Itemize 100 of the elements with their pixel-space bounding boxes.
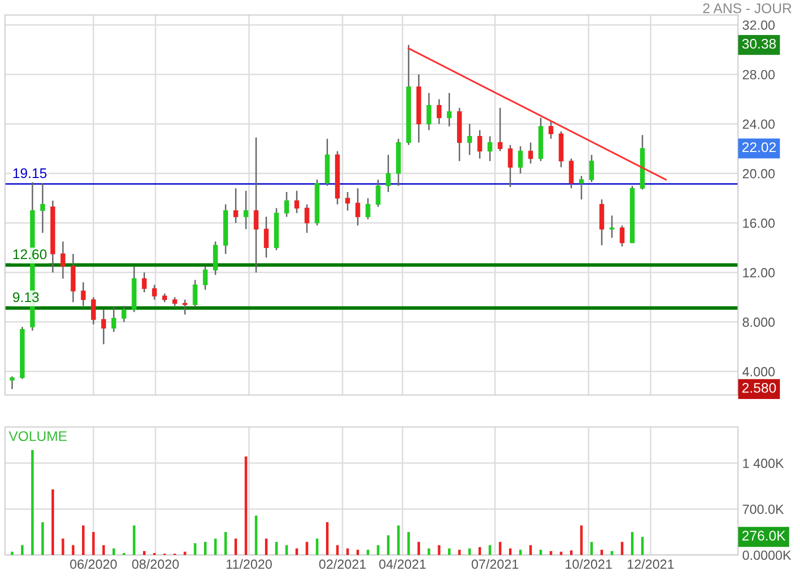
y-tick-label: 700.0K (742, 504, 784, 514)
bar (92, 532, 95, 555)
bar (366, 550, 370, 555)
bar (488, 545, 492, 555)
y-tick-label: 4.000 (742, 367, 775, 376)
candlestick (498, 107, 502, 152)
x-tick-label: 08/2020 (132, 559, 179, 569)
y-tick-label: 20.00 (742, 169, 775, 178)
bar (458, 550, 461, 555)
bar (184, 552, 186, 555)
bar (519, 550, 522, 555)
bar (387, 535, 390, 555)
bar (132, 525, 136, 555)
candlestick (80, 282, 86, 307)
candlestick (264, 216, 269, 258)
candlestick (345, 191, 350, 212)
candlestick (60, 240, 66, 280)
x-tick-label: 02/2021 (319, 559, 366, 569)
bar (509, 548, 512, 555)
ref-line-label: 12.60 (13, 249, 47, 260)
candlestick (91, 296, 96, 326)
candlestick (233, 188, 238, 224)
x-tick-label: 06/2020 (70, 559, 117, 569)
candlestick (376, 178, 380, 208)
candlestick (366, 197, 370, 220)
bar (529, 545, 532, 555)
x-tick-label: 10/2021 (566, 559, 612, 569)
x-tick-label: 12/2021 (628, 559, 674, 569)
bar (214, 538, 217, 555)
bar (143, 551, 146, 555)
bar (438, 545, 440, 555)
bar (540, 550, 542, 555)
bar (580, 525, 583, 555)
bar (52, 489, 54, 555)
candlestick (467, 123, 472, 156)
candlestick (579, 175, 584, 200)
x-tick-label: 04/2021 (379, 559, 426, 569)
ref-line-label: 9.13 (12, 292, 39, 302)
bar (418, 542, 420, 555)
bar (254, 516, 258, 555)
bar (336, 545, 339, 555)
candlestick (446, 92, 452, 128)
bar (641, 536, 644, 555)
y-tick-label: 24.00 (742, 119, 775, 129)
annotation: 30.38 (742, 38, 776, 49)
bar (296, 548, 298, 555)
candlestick (436, 98, 442, 125)
chart-subtitle: 2 ANS - JOUR (703, 3, 792, 14)
candlestick (192, 279, 198, 308)
bar (397, 525, 400, 555)
candlestick (568, 158, 574, 189)
bar (550, 551, 552, 555)
bar (590, 542, 593, 555)
bar (306, 542, 308, 555)
x-tick-label: 11/2020 (226, 559, 272, 569)
bar (631, 532, 634, 555)
bar (560, 552, 562, 555)
bar (41, 522, 44, 555)
y-tick-label: 12.00 (743, 268, 775, 278)
candlestick (202, 266, 208, 290)
bar (600, 550, 604, 555)
candlestick (152, 284, 157, 300)
y-tick-label: 16.00 (743, 218, 775, 228)
annotation: 2.580 (742, 382, 776, 393)
bar (326, 522, 329, 555)
candlestick (111, 306, 116, 333)
bar (468, 548, 471, 555)
bar (21, 545, 24, 555)
ref-line-label: 19.15 (13, 168, 47, 178)
bar (316, 538, 318, 555)
bar (346, 548, 349, 555)
text: 276.0K (742, 530, 786, 541)
y-tick-label: 0.0000K (742, 550, 792, 560)
bar (72, 545, 74, 555)
candlestick (142, 272, 147, 293)
candlestick (182, 298, 188, 316)
bar (265, 538, 268, 555)
candlestick (508, 144, 513, 188)
bar (112, 548, 116, 555)
bar (275, 542, 278, 555)
bar (244, 456, 248, 555)
candlestick (355, 188, 360, 226)
bar (407, 532, 410, 555)
y-tick-label: 32.00 (742, 20, 775, 30)
bar (376, 545, 380, 555)
candlestick (244, 190, 248, 230)
candlestick (40, 182, 45, 234)
y-tick-label: 8.000 (742, 318, 775, 327)
bar (194, 543, 196, 555)
bar (82, 525, 85, 555)
y-tick-label: 28.00 (742, 70, 775, 80)
y-tick-label: 1 400K (743, 458, 784, 468)
bar (204, 542, 207, 555)
bar (224, 532, 227, 555)
candlestick (426, 92, 432, 131)
candlestick (101, 308, 106, 345)
bar (102, 545, 105, 555)
candlestick (294, 190, 300, 214)
bar (234, 538, 238, 555)
bar (570, 550, 573, 555)
